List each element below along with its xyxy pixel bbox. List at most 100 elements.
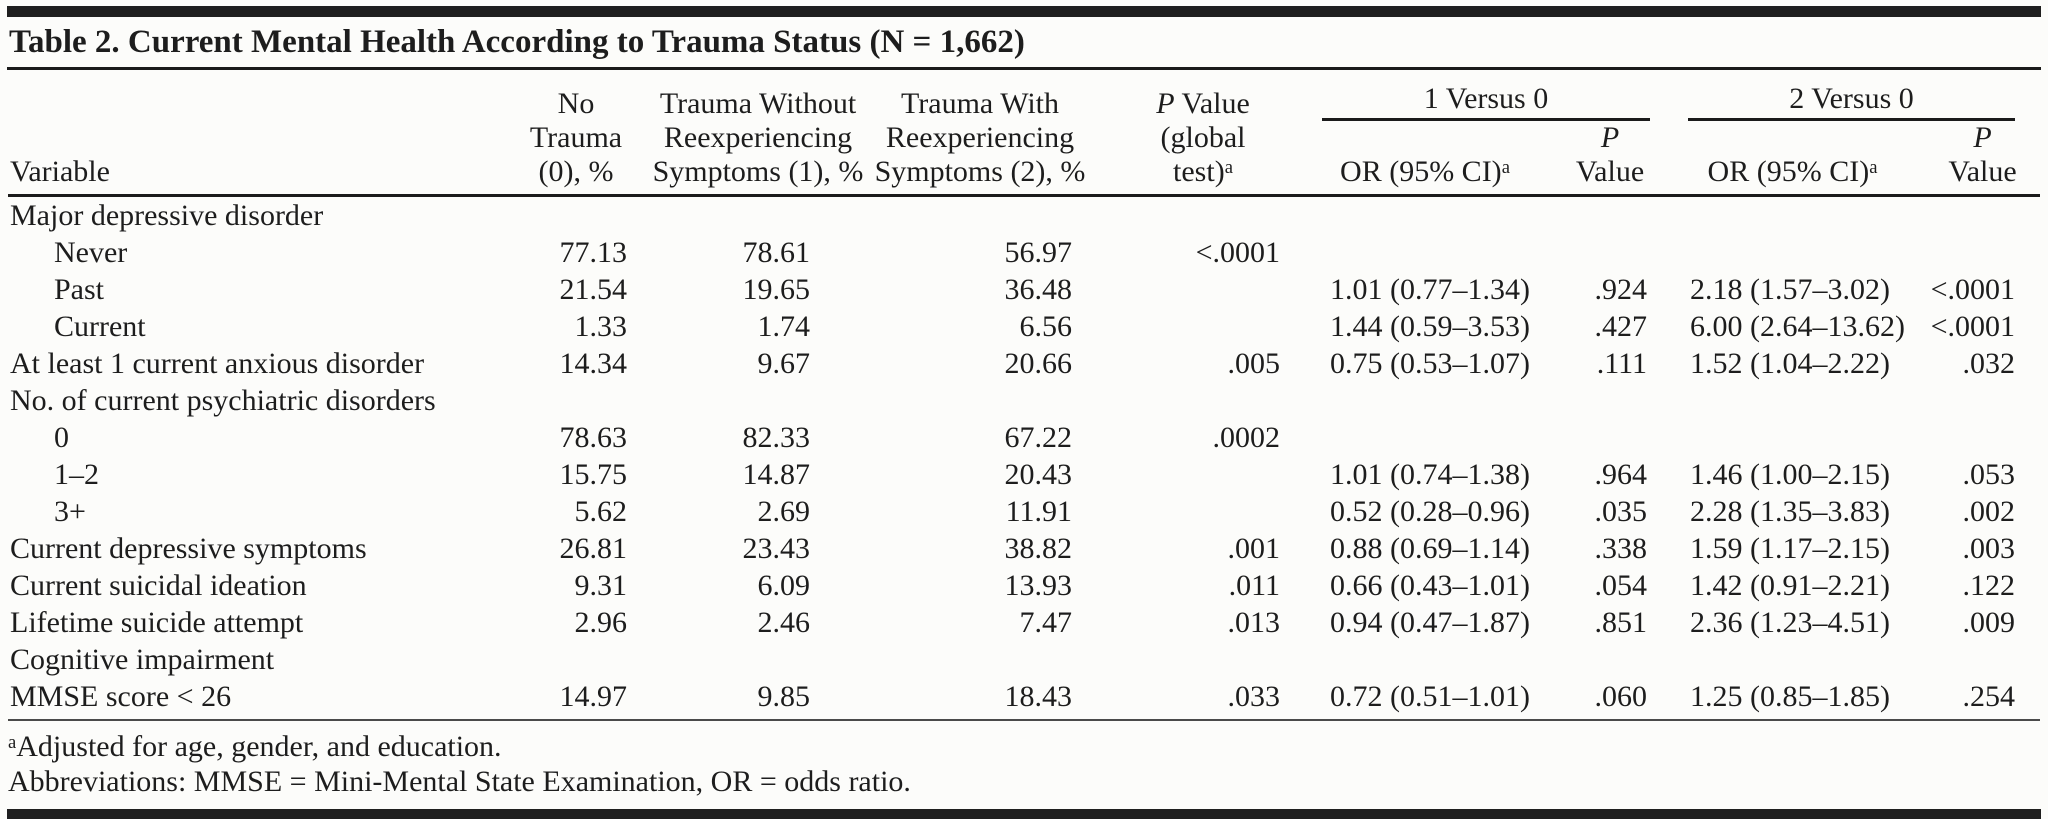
- cell-or-1v0: 1.01 (0.74–1.38): [1330, 458, 1530, 491]
- table-row: Lifetime suicide attempt 2.96 2.46 7.47 .013…: [8, 604, 2040, 641]
- group-1-versus-0: 1 Versus 0: [1290, 70, 1660, 121]
- cell-or-2v0: [1660, 419, 1925, 456]
- cell-or-2v0: 2.36 (1.23–4.51): [1690, 606, 1890, 639]
- cell-no-trauma: 14.34: [559, 347, 628, 380]
- cell-p-1v0: [1560, 382, 1660, 419]
- cell-or-1v0: 0.94 (0.47–1.87): [1330, 606, 1530, 639]
- col-p-value-group2: Value: [1925, 155, 2041, 197]
- group-2-versus-0: 2 Versus 0: [1660, 70, 2040, 121]
- cell-or-2v0: 1.52 (1.04–2.22): [1690, 347, 1890, 380]
- cell-trauma-without: 78.61: [742, 236, 811, 269]
- cell-p-2v0: .032: [1962, 347, 2016, 380]
- cell-trauma-without: 1.74: [757, 310, 811, 343]
- cell-variable: Current suicidal ideation: [10, 569, 307, 602]
- p-global-test-word: test): [1173, 155, 1225, 188]
- cell-p-1v0: [1560, 641, 1660, 678]
- or-label: OR (95% CI): [1340, 155, 1502, 188]
- cell-p-2v0: [1925, 234, 2040, 271]
- footnote-adjusted: aAdjusted for age, gender, and education…: [8, 729, 2040, 764]
- cell-variable: 0: [54, 421, 69, 454]
- col-p-global-l2: (global: [1160, 121, 1246, 154]
- cell-p-1v0: .054: [1594, 569, 1648, 602]
- col-or-group2: OR (95% CI)a: [1660, 155, 1926, 197]
- cell-or-2v0: [1660, 234, 1925, 271]
- cell-p-1v0: .924: [1594, 273, 1648, 306]
- cell-variable: Cognitive impairment: [10, 643, 275, 676]
- cell-p-1v0: .111: [1596, 347, 1648, 380]
- cell-variable: MMSE score < 26: [8, 678, 500, 721]
- cell-p-1v0: [1560, 419, 1660, 456]
- footnote-marker-a: a: [1224, 156, 1233, 178]
- cell-or-2v0: [1660, 641, 1925, 678]
- cell-no-trauma: 1.33: [574, 310, 628, 343]
- cell-variable: Current depressive symptoms: [10, 532, 367, 565]
- cell-variable: 1–2: [54, 458, 99, 491]
- cell-p-global: [1096, 308, 1290, 345]
- cell-trauma-with: 67.22: [1004, 421, 1073, 454]
- cell-or-2v0: 1.42 (0.91–2.21): [1690, 569, 1890, 602]
- cell-no-trauma: [500, 641, 652, 678]
- col-trauma-without-l3: Symptoms (1), %: [652, 155, 864, 197]
- top-rule: [7, 6, 2041, 17]
- table-row: 0 78.63 82.33 67.22 .0002: [8, 419, 2040, 456]
- cell-or-2v0: 6.00 (2.64–13.62): [1690, 310, 1905, 343]
- cell-variable: 3+: [54, 495, 86, 528]
- cell-or-2v0: 2.18 (1.57–3.02): [1690, 273, 1890, 306]
- cell-p-global: .033: [1096, 678, 1290, 721]
- table-row: No. of current psychiatric disorders: [8, 382, 2040, 419]
- cell-trauma-without: 6.09: [757, 569, 811, 602]
- cell-p-global: [1096, 271, 1290, 308]
- cell-p-1v0: .338: [1594, 532, 1648, 565]
- cell-p-global: <.0001: [1195, 236, 1280, 269]
- cell-or-1v0: [1290, 382, 1560, 419]
- cell-p-global: .001: [1227, 532, 1281, 565]
- cell-trauma-without: 9.67: [757, 347, 811, 380]
- cell-trauma-without: 19.65: [742, 273, 811, 306]
- cell-or-1v0: 0.88 (0.69–1.14): [1330, 532, 1530, 565]
- cell-trauma-without: 9.85: [652, 678, 864, 721]
- cell-p-2v0: .009: [1962, 606, 2016, 639]
- footnote-marker-a: a: [1501, 156, 1510, 178]
- cell-p-global: [1096, 493, 1290, 530]
- cell-p-1v0: .851: [1594, 606, 1648, 639]
- cell-trauma-without: 23.43: [742, 532, 811, 565]
- cell-trauma-without: [652, 641, 864, 678]
- col-variable: Variable: [8, 155, 500, 197]
- cell-no-trauma: 78.63: [559, 421, 628, 454]
- cell-trauma-with: 13.93: [1004, 569, 1073, 602]
- paper-table-page: Table 2. Current Mental Health According…: [0, 6, 2048, 819]
- cell-or-1v0: 0.72 (0.51–1.01): [1290, 678, 1560, 721]
- cell-trauma-with: 11.91: [1005, 495, 1072, 528]
- cell-p-1v0: [1560, 196, 1660, 235]
- cell-or-1v0: [1290, 196, 1560, 235]
- cell-no-trauma: 77.13: [559, 236, 628, 269]
- cell-p-2v0: [1925, 382, 2040, 419]
- cell-variable: Never: [54, 236, 128, 269]
- cell-or-2v0: 1.46 (1.00–2.15): [1690, 458, 1890, 491]
- cell-p-1v0: .035: [1594, 495, 1648, 528]
- cell-p-1v0: .964: [1594, 458, 1648, 491]
- header-spacer: [1290, 121, 1560, 155]
- footnote-marker-a: a: [1869, 156, 1878, 178]
- cell-or-2v0: 1.25 (0.85–1.85): [1660, 678, 1926, 721]
- footnote-adjusted-text: Adjusted for age, gender, and education.: [16, 730, 502, 763]
- cell-trauma-with: 18.43: [864, 678, 1096, 721]
- cell-trauma-with: 20.43: [1004, 458, 1073, 491]
- p-header-group2: P: [1973, 121, 1992, 154]
- cell-no-trauma: 2.96: [574, 606, 628, 639]
- cell-or-2v0: 1.59 (1.17–2.15): [1690, 532, 1890, 565]
- cell-or-2v0: [1660, 382, 1925, 419]
- col-p-global-l1: P Value: [1096, 70, 1290, 121]
- col-no-trauma-l2: Trauma: [529, 121, 623, 154]
- cell-variable: At least 1 current anxious disorder: [10, 347, 425, 380]
- col-trauma-with-l1: Trauma With: [901, 87, 1059, 120]
- group-1-label: 1 Versus 0: [1423, 82, 1549, 115]
- cell-variable: Lifetime suicide attempt: [10, 606, 304, 639]
- header-spacer: [1660, 121, 1925, 155]
- cell-no-trauma: 15.75: [559, 458, 628, 491]
- cell-trauma-without: [652, 196, 864, 235]
- cell-trauma-without: 82.33: [742, 421, 811, 454]
- cell-variable: No. of current psychiatric disorders: [10, 384, 436, 417]
- table-row: Current 1.33 1.74 6.56 1.44 (0.59–3.53) .427 6…: [8, 308, 2040, 345]
- table-row: Major depressive disorder: [8, 196, 2040, 235]
